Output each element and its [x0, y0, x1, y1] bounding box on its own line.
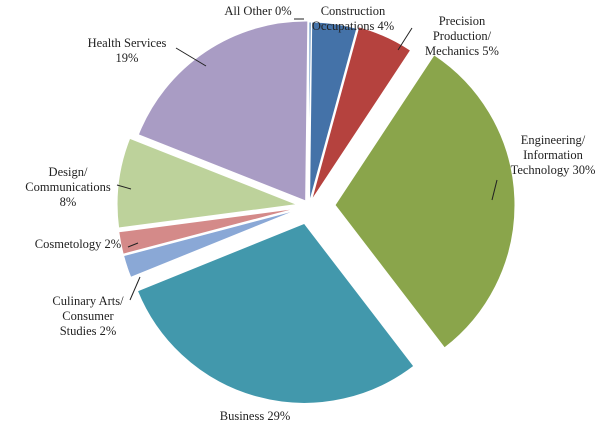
pie-slice-design-communications	[116, 137, 300, 229]
data-label-engineering-information-technology: Engineering/Information Technology 30%	[511, 133, 596, 177]
data-label-all-other: All Other 0%	[224, 4, 291, 18]
data-label-culinary-arts-consumer-studies: Culinary Arts/Consumer Studies 2%	[52, 294, 124, 338]
pie-slice-business	[136, 222, 415, 404]
leader-line-precision-production-mechanics	[397, 27, 413, 51]
data-label-construction-occupations: Construction Occupations 4%	[312, 4, 394, 33]
pie-slice-construction-occupations	[309, 21, 358, 203]
data-label-business: Business 29%	[220, 409, 291, 423]
leader-line-design-communications	[116, 184, 132, 190]
leader-line-health-services	[175, 47, 207, 67]
pie-slice-engineering-information-technology	[334, 54, 516, 349]
pie-slice-culinary-arts-consumer-studies	[122, 209, 298, 278]
data-label-cosmetology: Cosmetology 2%	[35, 237, 121, 251]
leader-line-culinary-arts-consumer-studies	[129, 276, 141, 301]
data-label-health-services: Health Services 19%	[88, 36, 167, 65]
leader-line-engineering-information-technology	[491, 179, 498, 201]
leader-line-cosmetology	[127, 242, 139, 248]
pie-slice-precision-production-mechanics	[310, 26, 412, 201]
pie-slice-cosmetology	[118, 207, 298, 255]
data-label-precision-production-mechanics: Precision Production/Mechanics 5%	[425, 14, 499, 58]
data-label-design-communications: Design/Communications 8%	[25, 165, 111, 209]
pie-slice-health-services	[137, 20, 309, 202]
pie-slice-all-other	[308, 21, 312, 203]
